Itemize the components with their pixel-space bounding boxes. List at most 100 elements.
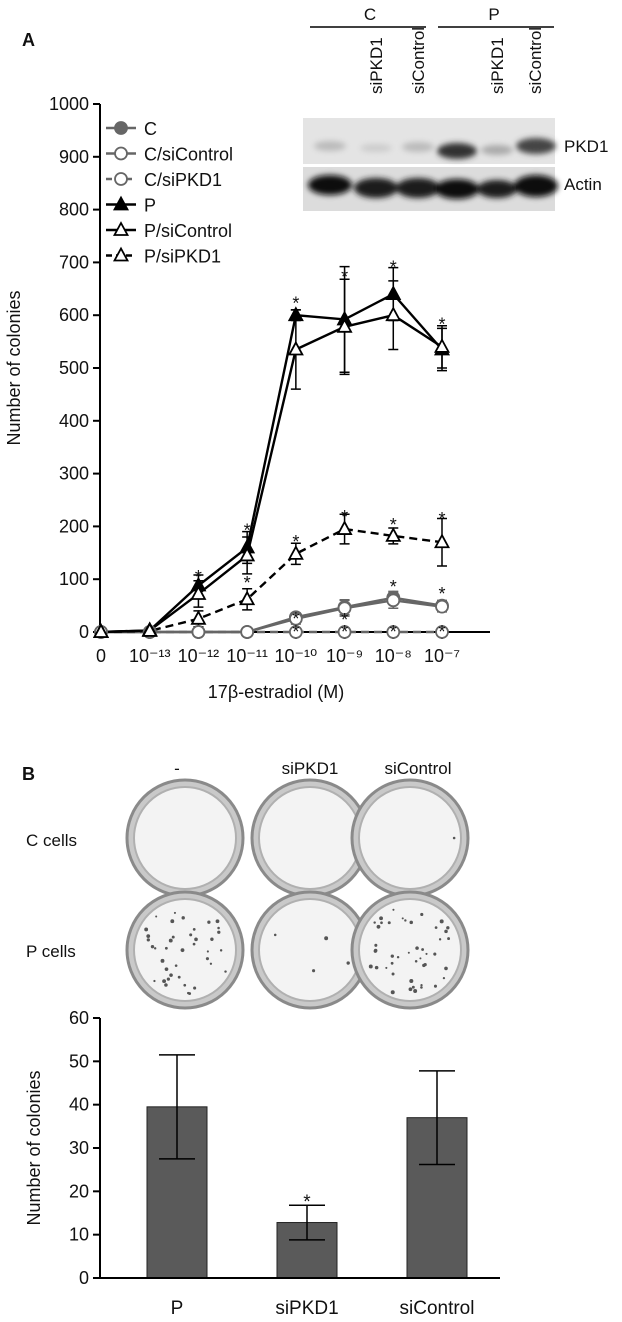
colony (146, 938, 150, 942)
marker (435, 625, 449, 639)
annotation: * (390, 622, 397, 642)
y-axis-label: Number of colonies (24, 1070, 44, 1225)
colony (146, 934, 151, 939)
colony (420, 912, 424, 917)
y-axis-label: Number of colonies (4, 290, 24, 445)
colony (374, 965, 379, 970)
colony (396, 955, 400, 959)
marker (141, 622, 158, 637)
annotation: * (292, 293, 299, 313)
colony (433, 984, 437, 988)
annotation: * (390, 515, 397, 535)
annotation: * (341, 267, 348, 287)
y-tick-label: 900 (59, 147, 89, 167)
annotation: * (390, 257, 397, 277)
x-tick-label: 10⁻⁸ (375, 646, 412, 666)
dish-row-label: C cells (26, 831, 77, 850)
x-tick-label: 10⁻¹² (178, 646, 220, 666)
colony (409, 979, 414, 984)
blot-strip (303, 118, 555, 164)
colony (368, 964, 373, 969)
colony (444, 929, 448, 934)
dish-inner (258, 786, 362, 890)
colony (415, 946, 419, 950)
marker (386, 593, 401, 608)
x-axis-label: 17β-estradiol (M) (208, 682, 344, 702)
y-tick-label: 300 (59, 464, 89, 484)
colony (312, 969, 316, 973)
colony (183, 983, 187, 987)
colony (414, 960, 418, 963)
marker (386, 625, 401, 639)
y-tick-label: 50 (69, 1051, 89, 1071)
colony (419, 957, 422, 960)
colony (425, 952, 428, 955)
dish-inner (358, 786, 462, 890)
annotation: * (438, 622, 445, 642)
annotation: * (292, 532, 299, 552)
colony (164, 967, 169, 971)
legend-marker (112, 221, 130, 236)
colony (210, 937, 214, 941)
dish-column-label: siPKD1 (282, 759, 339, 778)
y-tick-label: 40 (69, 1095, 89, 1115)
colony (391, 972, 395, 976)
annotation: * (390, 577, 397, 597)
blot-lane: siControl (526, 27, 545, 94)
colony (387, 921, 391, 925)
western-blot: C P siPKD1 siControl siPKD1 siControl PK… (303, 5, 608, 211)
colony (224, 970, 227, 973)
annotation: * (438, 584, 445, 604)
x-tick-label: P (171, 1298, 184, 1319)
colony (193, 986, 197, 990)
colony (408, 987, 413, 992)
colony (409, 920, 413, 925)
legend-marker (114, 146, 128, 161)
annotation: * (292, 622, 299, 642)
marker (239, 546, 256, 562)
colony (390, 954, 394, 958)
colony (421, 948, 425, 951)
annotation: * (195, 567, 202, 587)
colony (166, 977, 170, 981)
blot-bands (308, 138, 558, 199)
annotation: * (292, 609, 299, 629)
panel-label: A (22, 30, 35, 50)
blot-row-label: PKD1 (564, 137, 608, 156)
colony (373, 921, 376, 924)
marker (287, 306, 304, 322)
legend-marker (114, 172, 128, 186)
colony (404, 919, 407, 922)
colony (153, 947, 157, 950)
marker (287, 544, 304, 560)
panel-label: B (22, 764, 35, 784)
colony (420, 986, 423, 989)
colony (433, 952, 437, 956)
colony (153, 979, 156, 983)
y-tick-label: 30 (69, 1138, 89, 1158)
legend-marker (114, 121, 128, 135)
blot-group: C (364, 5, 376, 24)
blot-row-label: Actin (564, 175, 602, 194)
marker (190, 609, 207, 625)
marker (433, 337, 451, 353)
dish-row-label: P cells (26, 942, 76, 961)
marker (433, 533, 451, 549)
x-tick-label: 10⁻¹¹ (226, 646, 268, 666)
annotation: * (341, 610, 348, 630)
legend-label: C/siPKD1 (144, 170, 222, 190)
colony (177, 975, 181, 979)
colony (187, 991, 190, 995)
y-tick-label: 500 (59, 358, 89, 378)
colony (434, 926, 438, 929)
blot-group: P (488, 5, 499, 24)
marker (385, 527, 402, 542)
marker (287, 340, 304, 356)
marker (337, 601, 352, 616)
colony (150, 944, 155, 949)
dish-inner (358, 898, 462, 1002)
colony (173, 911, 177, 914)
colony (162, 979, 167, 984)
colony (447, 937, 451, 941)
annotation: * (438, 314, 445, 334)
